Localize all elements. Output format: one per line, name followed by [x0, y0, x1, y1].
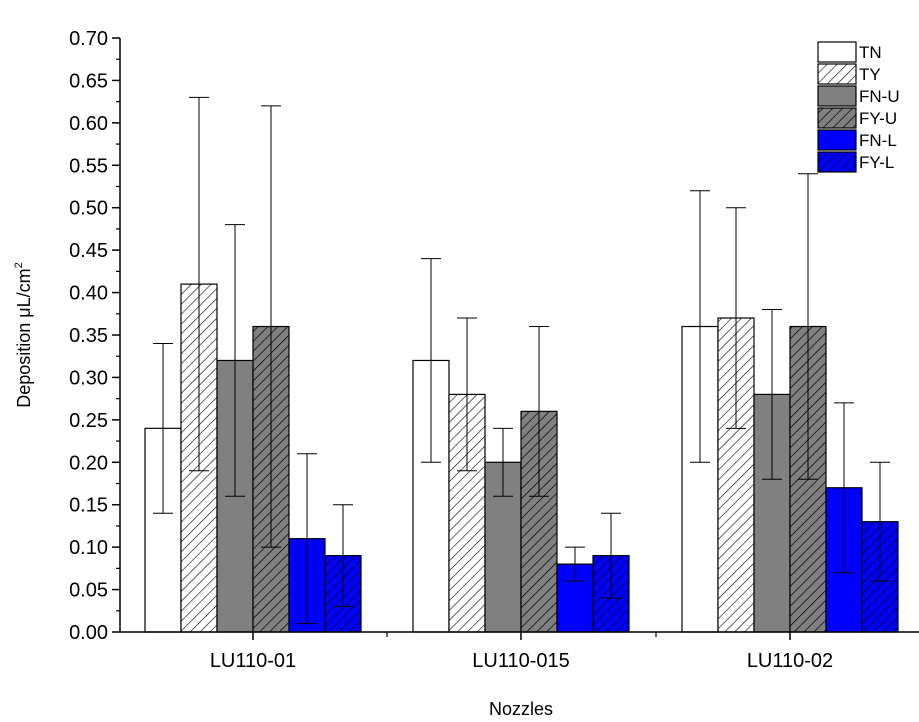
- x-axis-title: Nozzles: [489, 699, 553, 719]
- legend-swatch: [817, 41, 857, 63]
- legend-swatch: [817, 85, 857, 107]
- y-tick-label: 0.25: [69, 410, 108, 432]
- bars-layer: [144, 283, 899, 633]
- legend: TN TY FN-U FY-U FN-L FY-L: [817, 41, 900, 173]
- x-ticks: LU110-01 LU110-015 LU110-02: [210, 632, 833, 672]
- x-tick-label: LU110-01: [210, 650, 296, 672]
- y-tick-label: 0.05: [69, 580, 108, 602]
- y-tick-label: 0.00: [69, 622, 108, 644]
- x-tick-label: LU110-015: [472, 650, 569, 672]
- y-axis-title-text: Deposition μL/cm: [14, 268, 34, 407]
- legend-label: FN-L: [859, 131, 897, 150]
- legend-swatch: [817, 129, 857, 151]
- y-tick-label: 0.30: [69, 367, 108, 389]
- y-tick-label: 0.20: [69, 452, 108, 474]
- y-tick-label: 0.60: [69, 113, 108, 135]
- legend-label: FY-L: [859, 153, 894, 172]
- legend-label: FY-U: [859, 109, 897, 128]
- y-tick-label: 0.10: [69, 537, 108, 559]
- y-ticks: 0.00 0.05 0.10 0.15 0.20 0.25 0.30 0.35 0.40 0.45…: [69, 28, 120, 644]
- legend-label: TN: [859, 43, 882, 62]
- y-axis-title-superscript: 2: [13, 262, 25, 268]
- legend-label: TY: [859, 65, 881, 84]
- y-axis-title: Deposition μL/cm2: [13, 262, 34, 408]
- y-tick-label: 0.45: [69, 240, 108, 262]
- x-tick-label: LU110-02: [747, 650, 833, 672]
- y-tick-label: 0.55: [69, 155, 108, 177]
- legend-label: FN-U: [859, 87, 900, 106]
- y-tick-label: 0.15: [69, 495, 108, 517]
- legend-swatch: [817, 107, 857, 129]
- y-tick-label: 0.70: [69, 28, 108, 50]
- legend-swatch: [817, 63, 857, 85]
- legend-swatch: [817, 151, 857, 173]
- y-tick-label: 0.50: [69, 198, 108, 220]
- error-bars-layer: [153, 96, 890, 625]
- y-tick-label: 0.35: [69, 325, 108, 347]
- y-tick-label: 0.65: [69, 70, 108, 92]
- y-tick-label: 0.40: [69, 283, 108, 305]
